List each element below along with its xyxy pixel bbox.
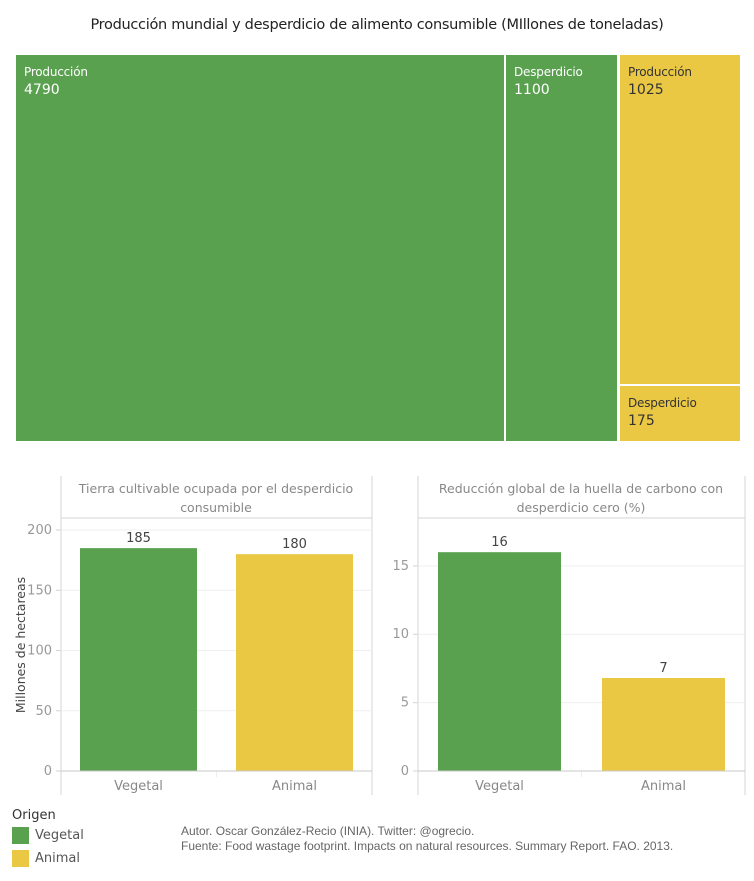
legend-item-vegetal[interactable]: Vegetal: [12, 827, 84, 844]
tile-vegetal-produccion[interactable]: Producción 4790: [16, 55, 504, 441]
x-tick-label: Vegetal: [114, 779, 163, 794]
tile-value: 4790: [24, 82, 60, 98]
y-tick-label: 50: [35, 704, 52, 719]
bar-animal: [236, 554, 353, 771]
bar-animal: [602, 678, 725, 771]
tile-value: 1100: [514, 82, 550, 98]
tile-animal-desperdicio[interactable]: Desperdicio 175: [620, 386, 740, 441]
land-chart: Tierra cultivable ocupada por el desperd…: [13, 476, 373, 795]
bar-vegetal: [80, 548, 197, 771]
legend-swatch-vegetal: [12, 827, 29, 844]
credits: Autor. Oscar González-Recio (INIA). Twit…: [181, 824, 673, 854]
tile-label: Desperdicio: [514, 65, 583, 79]
tile-label: Producción: [24, 65, 88, 79]
legend-title: Origen: [12, 808, 56, 823]
y-tick-label: 10: [392, 627, 409, 642]
tile-label: Producción: [628, 65, 692, 79]
main-title: Producción mundial y desperdicio de alim…: [90, 17, 664, 33]
legend-label: Animal: [35, 851, 80, 866]
data-label: 16: [491, 535, 508, 550]
chart-title-line2: desperdicio cero (%): [517, 500, 646, 515]
data-label: 185: [126, 531, 151, 546]
chart-title-line1: Reducción global de la huella de carbono…: [439, 481, 723, 496]
x-tick-label: Animal: [272, 779, 317, 794]
credits-author: Autor. Oscar González-Recio (INIA). Twit…: [181, 824, 475, 838]
x-tick-label: Vegetal: [475, 779, 524, 794]
y-tick-label: 0: [401, 764, 409, 779]
credits-source: Fuente: Food wastage footprint. Impacts …: [181, 839, 674, 853]
legend-label: Vegetal: [35, 828, 84, 843]
y-tick-label: 100: [27, 644, 52, 659]
tile-value: 175: [628, 413, 655, 429]
tile-value: 1025: [628, 82, 664, 98]
bar-vegetal: [438, 552, 561, 771]
legend-item-animal[interactable]: Animal: [12, 850, 80, 867]
tile-label: Desperdicio: [628, 396, 697, 410]
y-tick-label: 150: [27, 583, 52, 598]
chart-title-line2: consumible: [180, 500, 252, 515]
y-tick-label: 200: [27, 523, 52, 538]
legend-swatch-animal: [12, 850, 29, 867]
chart-title-line1: Tierra cultivable ocupada por el desperd…: [78, 481, 353, 496]
x-tick-label: Animal: [641, 779, 686, 794]
y-tick-label: 5: [401, 696, 409, 711]
y-tick-label: 15: [392, 559, 409, 574]
y-tick-label: 0: [44, 764, 52, 779]
tile-animal-produccion[interactable]: Producción 1025: [620, 55, 740, 384]
tile-vegetal-desperdicio[interactable]: Desperdicio 1100: [506, 55, 617, 441]
data-label: 7: [659, 661, 667, 676]
y-axis-label: Millones de hectareas: [13, 577, 28, 713]
data-label: 180: [282, 537, 307, 552]
carbon-chart: Reducción global de la huella de carbono…: [392, 476, 746, 795]
